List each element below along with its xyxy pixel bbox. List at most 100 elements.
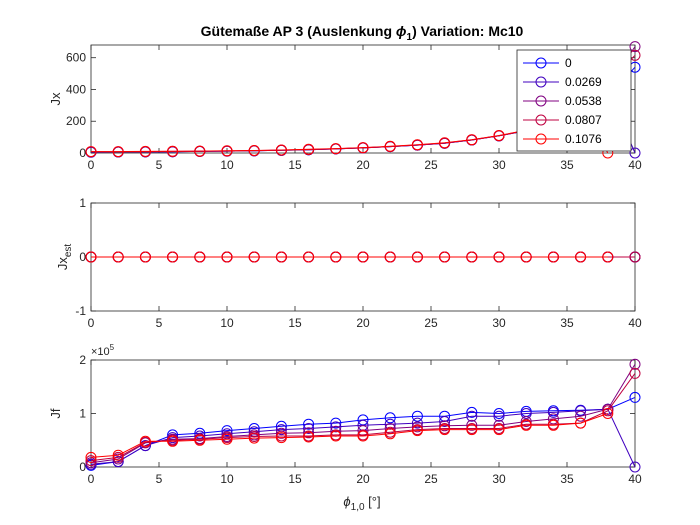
data-point-0-1076 [330,430,342,442]
data-point-0-1076 [575,417,587,429]
x-tick-label: 0 [88,158,95,172]
y-tick-label: -1 [75,304,86,318]
x-tick-label: 35 [560,316,574,330]
legend-marker [535,95,547,107]
data-point-0-1076 [275,251,287,263]
x-tick-label: 40 [628,316,642,330]
data-point-0-0538 [411,421,423,433]
data-point-0-0807 [629,367,641,379]
data-point-0-1076 [112,251,124,263]
x-tick-label: 5 [156,316,163,330]
data-point-0-1076 [167,145,179,157]
legend-label: 0 [565,56,572,70]
data-point-0-1076 [248,432,260,444]
data-point-0-0269 [303,423,315,434]
data-point-0-1076 [439,137,451,149]
data-point-0-0269 [466,410,478,422]
data-point-0-1076 [602,408,614,419]
data-point-0-1076 [85,251,97,263]
data-point-0-1076 [602,251,614,263]
data-point-0-1076 [411,425,423,437]
x-tick-label: 10 [220,158,234,172]
data-point-0-1076 [112,449,124,461]
data-point-0-1076 [547,419,559,431]
data-point-0 [384,412,396,424]
data-point-0-0538 [520,416,532,427]
data-point-0-1076 [493,251,505,263]
data-point-0-0269 [275,424,287,436]
x-tick-label: 20 [356,472,370,486]
y-tick-label: 0 [79,146,86,160]
legend-label: 0.0807 [565,113,602,127]
data-point-0-1076 [411,251,423,263]
data-point-0-1076 [85,451,97,463]
x-axis-label: ϕ1,0 [°] [343,494,380,513]
data-point-0-0269 [629,147,641,159]
data-point-0-0538 [466,419,478,431]
data-point-0-1076 [357,251,369,263]
x-tick-label: 10 [220,316,234,330]
legend-label: 0.0538 [565,94,602,108]
data-point-0 [411,410,423,422]
x-tick-label: 15 [288,472,302,486]
y-tick-label: 1 [79,196,86,210]
x-tick-label: 30 [492,158,506,172]
x-tick-label: 5 [156,158,163,172]
y-exponent-label: ×105 [91,343,115,358]
x-tick-label: 10 [220,472,234,486]
data-point-0-1076 [384,140,396,152]
data-point-0-1076 [248,251,260,263]
data-point-0-0269 [330,421,342,433]
x-tick-label: 35 [560,472,574,486]
data-point-0-0538 [275,427,287,439]
data-point-0-0807 [85,455,97,467]
data-point-0-0538 [439,420,451,432]
axes-jx: 0 5 10 15 20 25 30 35 400200400600Jx00.02690.053… [48,41,642,172]
data-point-0-1076 [139,435,151,447]
data-point-0-1076 [439,424,451,436]
data-point-0-1076 [139,145,151,157]
x-tick-label: 40 [628,158,642,172]
data-point-0-1076 [466,134,478,146]
data-point-0-1076 [439,251,451,263]
x-tick-label: 30 [492,316,506,330]
data-point-0-1076 [221,433,233,445]
data-point-0-0269 [411,417,423,429]
legend-marker [535,114,547,126]
x-tick-label: 15 [288,316,302,330]
data-point-0-1076 [139,251,151,263]
data-point-0-1076 [520,251,532,263]
legend-marker [535,57,547,69]
data-point-0-1076 [520,419,532,431]
data-point-0-1076 [330,143,342,155]
y-tick-label: 0 [79,460,86,474]
data-point-0-0807 [629,251,641,263]
y-tick-label: 0 [79,250,86,264]
data-point-0-1076 [221,251,233,263]
data-point-0 [466,406,478,418]
x-tick-label: 40 [628,472,642,486]
x-tick-label: 20 [356,316,370,330]
data-point-0-1076 [248,145,260,156]
data-point-0-1076 [303,143,315,155]
data-point-0-1076 [303,251,315,263]
data-point-0-1076 [357,142,369,154]
data-point-0-0269 [439,416,451,427]
y-axis-label: Jx [48,92,63,106]
data-point-0-1076 [303,431,315,443]
legend-label: 0.0269 [565,75,602,89]
data-point-0-1076 [194,251,206,263]
x-tick-label: 0 [88,472,95,486]
legend-label: 0.1076 [565,132,602,146]
y-axis-label: Jf [48,408,63,419]
x-tick-label: 20 [356,158,370,172]
x-tick-label: 25 [424,472,438,486]
data-point-0 [303,418,315,430]
data-point-0-0538 [629,41,641,53]
data-point-0-0538 [493,419,505,431]
data-point-0 [629,391,641,403]
data-point-0-0269 [520,408,532,419]
y-tick-label: 2 [79,353,86,367]
data-point-0-1076 [194,145,206,157]
x-tick-label: 30 [492,472,506,486]
